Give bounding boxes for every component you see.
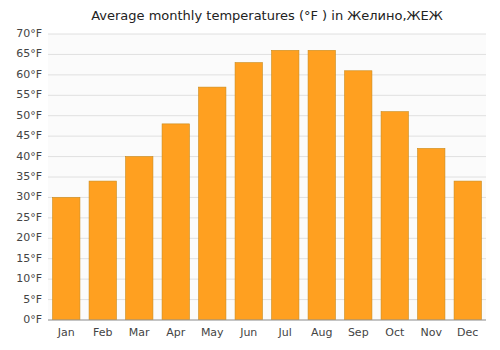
x-tick-label: Jun	[239, 326, 257, 339]
y-tick-label: 20°F	[16, 231, 42, 244]
x-tick-label: Feb	[93, 326, 112, 339]
plot-area	[48, 34, 486, 320]
bar	[162, 124, 189, 320]
bar	[454, 181, 481, 320]
x-tick-label: Jan	[57, 326, 75, 339]
y-tick-label: 15°F	[16, 252, 42, 265]
bar	[418, 148, 445, 320]
grid-line	[48, 54, 486, 55]
y-tick-label: 60°F	[16, 68, 42, 81]
y-tick-label: 35°F	[16, 170, 42, 183]
x-axis-line	[48, 320, 486, 321]
y-tick-label: 65°F	[16, 47, 42, 60]
y-tick-labels: 0°F 5°F 10°F 15°F 20°F 25°F 30°F 35°F 40°F 45°F 50…	[16, 27, 42, 326]
y-tick-label: 50°F	[16, 109, 42, 122]
y-tick-label: 25°F	[16, 211, 42, 224]
x-tick-label: Oct	[385, 326, 405, 339]
chart-container: 0°F 5°F 10°F 15°F 20°F 25°F 30°F 35°F 40°F 45°F 50…	[0, 0, 500, 350]
grid-line	[48, 115, 486, 116]
bar	[126, 157, 153, 320]
bar	[381, 112, 408, 320]
x-tick-label: Nov	[421, 326, 443, 339]
title: Average monthly temperatures (°F ) in Же…	[91, 8, 443, 23]
grid-line	[48, 136, 486, 137]
y-tick-label: 0°F	[23, 313, 42, 326]
bar	[53, 197, 80, 320]
x-tick-label: Sep	[348, 326, 369, 339]
grid-line	[48, 95, 486, 96]
y-tick-label: 30°F	[16, 190, 42, 203]
y-tick-label: 55°F	[16, 88, 42, 101]
y-tick-label: 5°F	[23, 293, 42, 306]
x-tick-label: May	[201, 326, 224, 339]
x-tick-label: Dec	[457, 326, 478, 339]
bar	[272, 50, 299, 320]
grid-line	[48, 74, 486, 75]
y-tick-label: 70°F	[16, 27, 42, 40]
bar	[345, 71, 372, 320]
bar	[235, 63, 262, 320]
y-grid	[48, 34, 486, 320]
x-tick-labels: Jan Feb Mar Apr May Jun Jul Aug Sep Oct Nov Dec	[57, 326, 479, 339]
bar	[89, 181, 116, 320]
x-tick-label: Mar	[129, 326, 150, 339]
y-tick-label: 40°F	[16, 150, 42, 163]
bars	[53, 50, 482, 320]
y-tick-label: 10°F	[16, 272, 42, 285]
x-tick-label: Apr	[166, 326, 186, 339]
y-tick-label: 45°F	[16, 129, 42, 142]
bar	[308, 50, 335, 320]
grid-line	[48, 34, 486, 35]
bar	[199, 87, 226, 320]
chart: 0°F 5°F 10°F 15°F 20°F 25°F 30°F 35°F 40°F 45°F 50…	[0, 0, 500, 350]
x-tick-label: Aug	[311, 326, 332, 339]
grid-line	[48, 320, 486, 321]
x-tick-label: Jul	[278, 326, 292, 339]
